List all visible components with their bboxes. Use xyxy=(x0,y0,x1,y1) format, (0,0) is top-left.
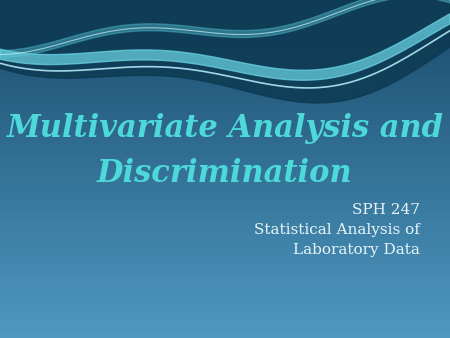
Polygon shape xyxy=(0,14,450,80)
Text: SPH 247: SPH 247 xyxy=(352,203,420,217)
Polygon shape xyxy=(0,0,450,57)
Text: Laboratory Data: Laboratory Data xyxy=(293,243,420,257)
Text: Statistical Analysis of: Statistical Analysis of xyxy=(254,223,420,237)
Text: Multivariate Analysis and: Multivariate Analysis and xyxy=(6,113,444,144)
Text: Discrimination: Discrimination xyxy=(97,158,353,189)
Polygon shape xyxy=(0,0,450,103)
